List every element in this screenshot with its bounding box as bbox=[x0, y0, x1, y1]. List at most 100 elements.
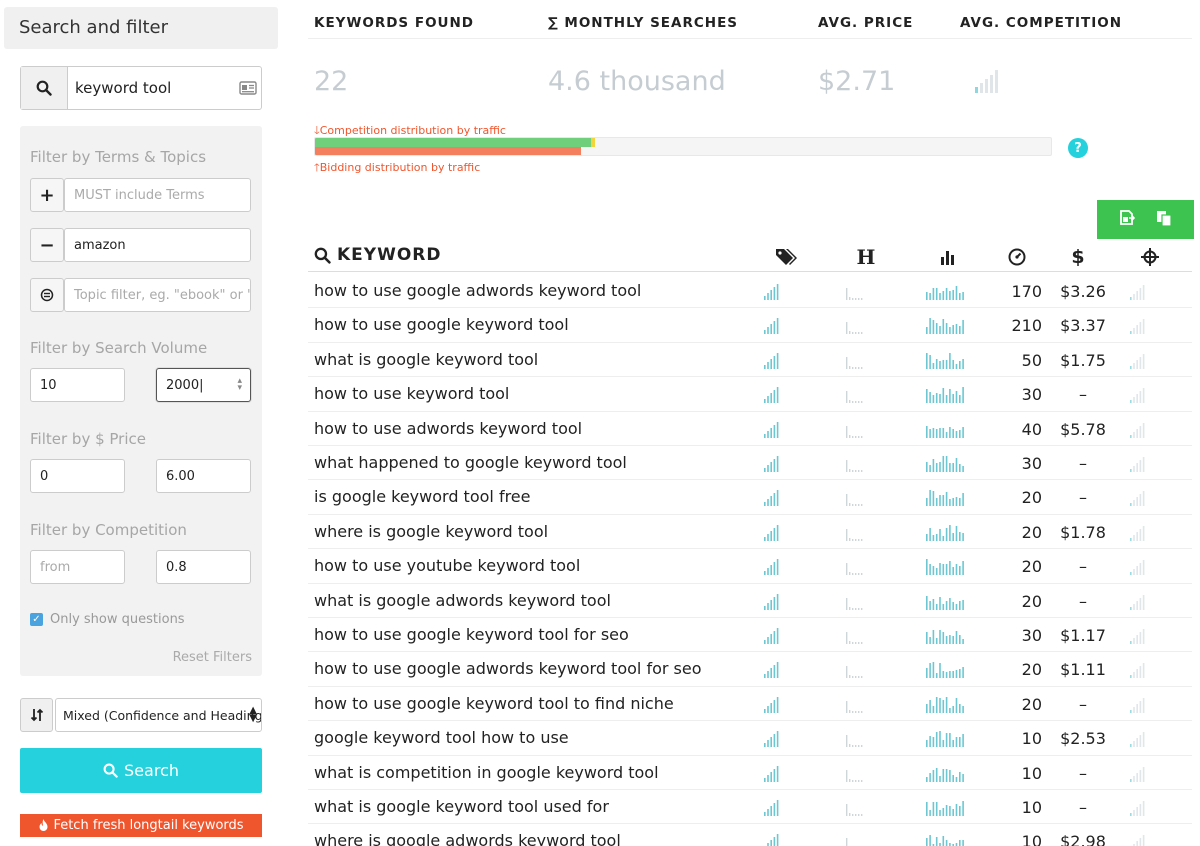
keyword-cell[interactable]: what is google keyword tool used for bbox=[314, 797, 609, 816]
volume-cell: 20 bbox=[1021, 557, 1042, 577]
search-icon bbox=[103, 763, 118, 778]
keyword-cell[interactable]: how to use youtube keyword tool bbox=[314, 556, 581, 576]
price-cell: $1.75 bbox=[1060, 350, 1106, 370]
minus-icon[interactable]: − bbox=[30, 228, 64, 262]
competition-from-input[interactable]: from bbox=[30, 550, 125, 584]
keyword-cell[interactable]: what is google keyword tool bbox=[314, 349, 539, 369]
heading-icon[interactable]: H bbox=[856, 245, 876, 269]
tags-icon[interactable] bbox=[774, 246, 798, 268]
bar-chart-icon[interactable] bbox=[936, 246, 960, 268]
table-row[interactable]: what is google adwords keyword tool 20 – bbox=[308, 584, 1192, 618]
keyword-cell[interactable]: where is google keyword tool bbox=[314, 521, 549, 541]
volume-min-input[interactable]: 10 bbox=[30, 368, 125, 402]
heading-sparkline-icon bbox=[846, 592, 864, 614]
competition-signal-icon bbox=[1130, 420, 1148, 442]
keyword-cell[interactable]: what is competition in google keyword to… bbox=[314, 762, 659, 782]
price-max-input[interactable]: 6.00 bbox=[156, 459, 251, 493]
competition-to-input[interactable]: 0.8 bbox=[156, 550, 251, 584]
table-row[interactable]: how to use google keyword tool 210 $3.37 bbox=[308, 308, 1192, 343]
trend-sparkline-icon bbox=[926, 385, 966, 407]
spinner-icon[interactable]: ▴ ▾ bbox=[237, 376, 242, 393]
table-row[interactable]: where is google adwords keyword tool 10 $2… bbox=[308, 824, 1192, 846]
crosshair-icon[interactable] bbox=[1138, 246, 1162, 268]
table-row[interactable]: how to use keyword tool 30 – bbox=[308, 377, 1192, 412]
table-row[interactable]: how to use adwords keyword tool 40 $5.78 bbox=[308, 412, 1192, 446]
keyword-cell[interactable]: is google keyword tool free bbox=[314, 487, 531, 507]
heading-sparkline-icon bbox=[846, 488, 864, 510]
trend-sparkline-icon bbox=[926, 316, 966, 338]
plus-icon[interactable]: + bbox=[30, 178, 64, 212]
reset-filters-link[interactable]: Reset Filters bbox=[172, 650, 252, 665]
help-icon[interactable]: ? bbox=[1068, 138, 1088, 158]
heading-sparkline-icon bbox=[846, 798, 864, 820]
tags-sparkline-icon bbox=[764, 282, 782, 304]
volume-cell: 10 bbox=[1021, 832, 1042, 846]
terms-topics-title: Filter by Terms & Topics bbox=[30, 148, 207, 166]
keyword-cell[interactable]: how to use google keyword tool for seo bbox=[314, 625, 629, 644]
competition-signal-icon bbox=[1130, 316, 1148, 338]
table-row[interactable]: google keyword tool how to use 10 $2.53 bbox=[308, 721, 1192, 756]
topic-filter-input[interactable]: Topic filter, eg. "ebook" or "ar bbox=[64, 278, 251, 312]
search-icon[interactable] bbox=[21, 67, 68, 109]
table-row[interactable]: what happened to google keyword tool 30 – bbox=[308, 446, 1192, 481]
gauge-icon[interactable] bbox=[1005, 246, 1029, 268]
trend-sparkline-icon bbox=[926, 626, 966, 648]
table-row[interactable]: where is google keyword tool 20 $1.78 bbox=[308, 515, 1192, 550]
competition-signal-icon bbox=[1130, 351, 1148, 373]
export-toolbar bbox=[1097, 200, 1194, 239]
copy-icon[interactable] bbox=[1155, 209, 1173, 231]
keyword-cell[interactable]: how to use google keyword tool bbox=[314, 315, 569, 335]
table-row[interactable]: how to use youtube keyword tool 20 – bbox=[308, 549, 1192, 584]
exclude-terms-input[interactable]: amazon bbox=[64, 228, 251, 262]
keyword-cell[interactable]: how to use google adwords keyword tool bbox=[314, 281, 642, 300]
table-row[interactable]: how to use google keyword tool for seo 30… bbox=[308, 618, 1192, 653]
keyword-cell[interactable]: what happened to google keyword tool bbox=[314, 453, 627, 472]
table-row[interactable]: what is competition in google keyword to… bbox=[308, 756, 1192, 790]
search-icon bbox=[314, 247, 331, 264]
table-row[interactable]: how to use google adwords keyword tool 17… bbox=[308, 274, 1192, 309]
sort-select[interactable]: Mixed (Confidence and Headings ▲ ▼ bbox=[55, 698, 262, 732]
tags-sparkline-icon bbox=[764, 420, 782, 442]
trend-sparkline-icon bbox=[926, 592, 966, 614]
export-icon[interactable] bbox=[1118, 209, 1136, 231]
bidding-orange-fill bbox=[315, 147, 582, 155]
competition-yellow-fill bbox=[591, 138, 595, 147]
price-cell: – bbox=[1079, 763, 1087, 783]
volume-max-input[interactable]: 2000 | ▴ ▾ bbox=[156, 368, 251, 402]
avg-price-header: AVG. PRICE bbox=[818, 15, 914, 31]
must-include-terms-input[interactable]: MUST include Terms bbox=[64, 178, 251, 212]
price-min-input[interactable]: 0 bbox=[30, 459, 125, 493]
only-questions-checkbox[interactable]: ✓ bbox=[30, 613, 43, 626]
price-cell: – bbox=[1079, 557, 1087, 577]
table-row[interactable]: what is google keyword tool used for 10 – bbox=[308, 790, 1192, 825]
search-volume-title: Filter by Search Volume bbox=[30, 339, 208, 357]
keyword-cell[interactable]: how to use adwords keyword tool bbox=[314, 418, 583, 438]
only-questions-row[interactable]: ✓ Only show questions bbox=[30, 612, 185, 627]
sort-icon[interactable] bbox=[20, 698, 53, 732]
table-row[interactable]: what is google keyword tool 50 $1.75 bbox=[308, 343, 1192, 378]
keyword-cell[interactable]: how to use google adwords keyword tool f… bbox=[314, 659, 702, 679]
table-row[interactable]: how to use google keyword tool to find n… bbox=[308, 687, 1192, 722]
keyword-cell[interactable]: how to use google keyword tool to find n… bbox=[314, 693, 674, 713]
trend-sparkline-icon bbox=[926, 764, 966, 786]
card-icon[interactable] bbox=[239, 80, 257, 99]
trend-sparkline-icon bbox=[926, 488, 966, 510]
trend-sparkline-icon bbox=[926, 660, 966, 682]
competition-signal-icon bbox=[1130, 523, 1148, 545]
keyword-cell[interactable]: what is google adwords keyword tool bbox=[314, 590, 611, 610]
topic-icon[interactable] bbox=[30, 278, 64, 312]
keyword-search-input[interactable] bbox=[75, 75, 225, 101]
keyword-cell[interactable]: where is google adwords keyword tool bbox=[314, 831, 621, 846]
fetch-longtail-button[interactable]: Fetch fresh longtail keywords bbox=[20, 814, 262, 837]
table-row[interactable]: how to use google adwords keyword tool f… bbox=[308, 652, 1192, 687]
search-button[interactable]: Search bbox=[20, 748, 262, 793]
table-row[interactable]: is google keyword tool free 20 – bbox=[308, 480, 1192, 515]
dollar-icon[interactable]: $ bbox=[1071, 246, 1085, 268]
keyword-cell[interactable]: how to use keyword tool bbox=[314, 384, 510, 404]
price-cell: $2.98 bbox=[1060, 832, 1106, 846]
tags-sparkline-icon bbox=[764, 351, 782, 373]
keyword-column-header[interactable]: KEYWORD bbox=[314, 245, 442, 265]
distribution-bar bbox=[314, 137, 1052, 156]
keyword-cell[interactable]: google keyword tool how to use bbox=[314, 728, 569, 748]
trend-sparkline-icon bbox=[926, 454, 966, 476]
